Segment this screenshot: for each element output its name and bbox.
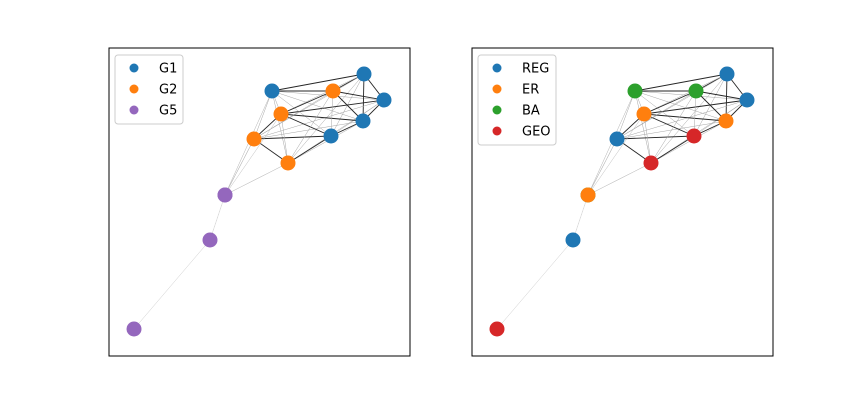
network-node	[323, 128, 339, 144]
legend-marker	[492, 105, 502, 115]
legend-box	[477, 54, 557, 146]
edge	[587, 113, 645, 196]
network-node	[126, 321, 142, 337]
network-node	[273, 106, 289, 122]
edge	[280, 113, 364, 122]
edge	[280, 90, 334, 115]
edge	[587, 162, 652, 196]
legend-label: GEO	[522, 125, 551, 140]
plot-frame	[108, 47, 411, 357]
network-node	[580, 187, 596, 203]
edge	[650, 135, 695, 164]
edge	[616, 135, 695, 140]
network-node	[246, 131, 262, 147]
edge	[616, 90, 697, 140]
edge	[287, 135, 332, 164]
edge	[253, 73, 365, 140]
network-node	[688, 83, 704, 99]
edge	[616, 99, 748, 140]
network-node	[627, 83, 643, 99]
network-node	[325, 83, 341, 99]
edge	[287, 120, 364, 164]
edge	[643, 113, 652, 164]
edge	[587, 138, 618, 196]
left-network-panel: G1 G2 G5	[108, 47, 411, 357]
edge	[643, 90, 697, 115]
edge	[280, 113, 289, 164]
edge	[572, 194, 589, 241]
edge	[330, 90, 334, 137]
edge	[634, 90, 695, 137]
legend-marker	[492, 126, 502, 136]
network-node	[686, 128, 702, 144]
network-node	[489, 321, 505, 337]
edge	[496, 239, 574, 330]
edge	[634, 90, 727, 122]
edge	[271, 73, 365, 92]
network-node	[565, 232, 581, 248]
edge	[362, 73, 365, 122]
edge	[693, 90, 697, 137]
nodes-layer	[489, 66, 755, 337]
edge	[616, 73, 728, 140]
edge	[643, 73, 728, 115]
legend-marker	[129, 63, 139, 73]
network-node	[356, 66, 372, 82]
edge	[650, 73, 728, 164]
edge	[280, 73, 365, 115]
edge	[695, 90, 748, 101]
network-node	[264, 83, 280, 99]
edge	[616, 90, 636, 140]
legend-marker	[129, 105, 139, 115]
edge	[253, 99, 385, 140]
legend-marker	[492, 84, 502, 94]
edge	[287, 73, 365, 164]
network-node	[280, 155, 296, 171]
legend-label: ER	[522, 83, 539, 98]
network-node	[202, 232, 218, 248]
network-node	[376, 92, 392, 108]
legend-label: REG	[522, 62, 549, 77]
edge	[253, 90, 334, 140]
edge	[133, 239, 211, 330]
network-node	[718, 113, 734, 129]
edge	[634, 90, 652, 164]
edge	[332, 90, 385, 101]
edge	[224, 138, 255, 196]
edge	[271, 90, 332, 137]
legend-marker	[492, 63, 502, 73]
network-node	[636, 106, 652, 122]
legend-label: BA	[522, 104, 540, 119]
edge	[643, 113, 727, 122]
edge	[253, 135, 332, 140]
edge	[224, 162, 289, 196]
legend: G1 G2 G5	[114, 54, 184, 125]
legend-label: G5	[159, 104, 177, 119]
network-node	[355, 113, 371, 129]
legend-label: G2	[159, 83, 177, 98]
edge	[209, 194, 226, 241]
nodes-layer	[126, 66, 392, 337]
edge	[650, 120, 727, 164]
network-node	[609, 131, 625, 147]
legend-label: G1	[159, 62, 177, 77]
legend: REG ER BA GEO	[477, 54, 557, 146]
edge	[224, 113, 282, 196]
network-node	[217, 187, 233, 203]
edge	[650, 90, 697, 164]
edge	[271, 90, 364, 122]
edge	[634, 73, 728, 92]
edge	[271, 90, 289, 164]
edge	[253, 90, 273, 140]
network-node	[719, 66, 735, 82]
network-node	[739, 92, 755, 108]
right-network-panel: REG ER BA GEO	[471, 47, 774, 357]
edge	[287, 90, 334, 164]
legend-marker	[129, 84, 139, 94]
edge	[725, 73, 728, 122]
plot-frame	[471, 47, 774, 357]
network-node	[643, 155, 659, 171]
